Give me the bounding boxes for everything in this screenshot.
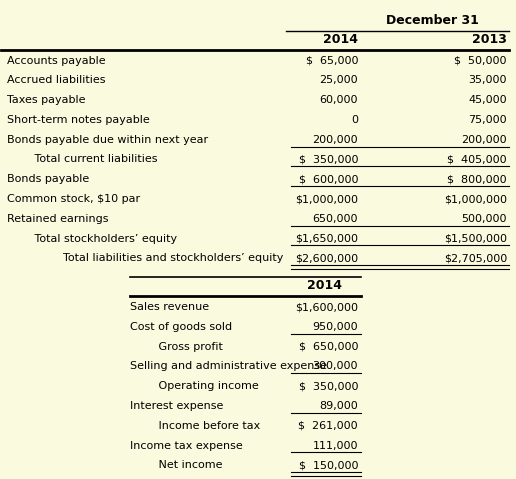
Text: 2014: 2014 bbox=[307, 279, 342, 292]
Text: 60,000: 60,000 bbox=[319, 95, 358, 105]
Text: $1,600,000: $1,600,000 bbox=[295, 302, 358, 312]
Text: Accounts payable: Accounts payable bbox=[7, 56, 105, 66]
Text: Total current liabilities: Total current liabilities bbox=[24, 154, 158, 164]
Text: Retained earnings: Retained earnings bbox=[7, 214, 108, 224]
Text: Bonds payable due within next year: Bonds payable due within next year bbox=[7, 135, 207, 145]
Text: $2,705,000: $2,705,000 bbox=[444, 253, 507, 263]
Text: $  650,000: $ 650,000 bbox=[299, 342, 358, 352]
Text: Total liabilities and stockholders’ equity: Total liabilities and stockholders’ equi… bbox=[42, 253, 284, 263]
Text: $  65,000: $ 65,000 bbox=[305, 56, 358, 66]
Text: Sales revenue: Sales revenue bbox=[130, 302, 209, 312]
Text: $  600,000: $ 600,000 bbox=[299, 174, 358, 184]
Text: 500,000: 500,000 bbox=[461, 214, 507, 224]
Text: $  50,000: $ 50,000 bbox=[455, 56, 507, 66]
Text: 0: 0 bbox=[351, 115, 358, 125]
Text: $1,650,000: $1,650,000 bbox=[295, 234, 358, 244]
Text: Net income: Net income bbox=[148, 460, 222, 470]
Text: $  350,000: $ 350,000 bbox=[299, 381, 358, 391]
Text: Gross profit: Gross profit bbox=[148, 342, 222, 352]
Text: 25,000: 25,000 bbox=[319, 75, 358, 85]
Text: 35,000: 35,000 bbox=[469, 75, 507, 85]
Text: 950,000: 950,000 bbox=[313, 322, 358, 332]
Text: Taxes payable: Taxes payable bbox=[7, 95, 85, 105]
Text: Income before tax: Income before tax bbox=[148, 421, 260, 431]
Text: 111,000: 111,000 bbox=[313, 441, 358, 451]
Text: Common stock, $10 par: Common stock, $10 par bbox=[7, 194, 140, 204]
Text: Interest expense: Interest expense bbox=[130, 401, 223, 411]
Text: Operating income: Operating income bbox=[148, 381, 259, 391]
Text: $1,000,000: $1,000,000 bbox=[444, 194, 507, 204]
Text: $  261,000: $ 261,000 bbox=[298, 421, 358, 431]
Text: Short-term notes payable: Short-term notes payable bbox=[7, 115, 149, 125]
Text: $  150,000: $ 150,000 bbox=[299, 460, 358, 470]
Text: Selling and administrative expense: Selling and administrative expense bbox=[130, 361, 327, 371]
Text: Income tax expense: Income tax expense bbox=[130, 441, 243, 451]
Text: $  405,000: $ 405,000 bbox=[447, 154, 507, 164]
Text: 300,000: 300,000 bbox=[313, 361, 358, 371]
Text: 89,000: 89,000 bbox=[319, 401, 358, 411]
Text: 2013: 2013 bbox=[472, 34, 507, 46]
Text: 200,000: 200,000 bbox=[461, 135, 507, 145]
Text: 650,000: 650,000 bbox=[313, 214, 358, 224]
Text: Total stockholders’ equity: Total stockholders’ equity bbox=[24, 234, 178, 244]
Text: 200,000: 200,000 bbox=[313, 135, 358, 145]
Text: $1,500,000: $1,500,000 bbox=[444, 234, 507, 244]
Text: Accrued liabilities: Accrued liabilities bbox=[7, 75, 105, 85]
Text: 75,000: 75,000 bbox=[469, 115, 507, 125]
Text: $  800,000: $ 800,000 bbox=[447, 174, 507, 184]
Text: 45,000: 45,000 bbox=[469, 95, 507, 105]
Text: $1,000,000: $1,000,000 bbox=[295, 194, 358, 204]
Text: December 31: December 31 bbox=[386, 13, 479, 26]
Text: 2014: 2014 bbox=[323, 34, 358, 46]
Text: Bonds payable: Bonds payable bbox=[7, 174, 89, 184]
Text: Cost of goods sold: Cost of goods sold bbox=[130, 322, 232, 332]
Text: $2,600,000: $2,600,000 bbox=[295, 253, 358, 263]
Text: $  350,000: $ 350,000 bbox=[299, 154, 358, 164]
